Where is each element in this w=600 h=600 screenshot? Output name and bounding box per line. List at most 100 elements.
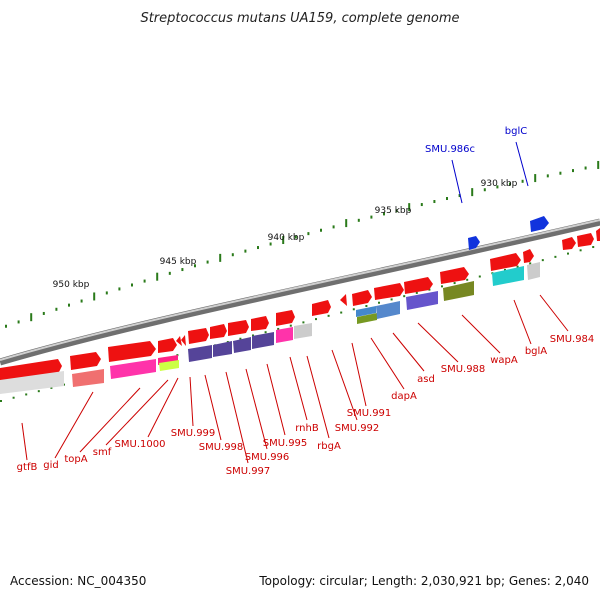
leader-line (266, 363, 286, 436)
gene-feature[interactable] (440, 267, 469, 284)
gene-label[interactable]: bglA (525, 346, 547, 357)
minor-tick (395, 209, 398, 213)
gene-feature[interactable] (0, 359, 62, 383)
gene-label[interactable]: SMU.995 (263, 438, 308, 449)
gene-feature[interactable] (252, 332, 274, 349)
gene-feature[interactable] (312, 300, 331, 316)
gene-feature[interactable] (233, 337, 251, 353)
minor-tick (143, 279, 146, 283)
gene-label[interactable]: SMU.998 (199, 442, 244, 453)
minor-tick (307, 232, 310, 236)
gene-feature[interactable] (406, 291, 438, 310)
gene-feature[interactable] (188, 345, 212, 362)
track-tick (264, 331, 267, 334)
leader-line (245, 368, 268, 450)
gene-feature[interactable] (159, 360, 179, 371)
track-tick (441, 285, 443, 288)
gene-label[interactable]: topA (64, 454, 87, 465)
gene-feature[interactable] (72, 369, 104, 387)
gene-label[interactable]: SMU.988 (441, 364, 486, 375)
gene-label[interactable]: wapA (490, 355, 518, 366)
track-tick (466, 278, 469, 281)
minor-tick (370, 215, 373, 219)
leader-line (392, 332, 425, 372)
gene-label[interactable]: SMU.991 (347, 408, 392, 419)
gene-label[interactable]: dapA (391, 391, 417, 402)
scale-label: 950 kbp (53, 280, 90, 290)
gene-feature[interactable] (492, 266, 524, 286)
minor-tick (194, 264, 196, 268)
minor-tick (433, 200, 436, 204)
gene-label[interactable]: SMU.999 (171, 428, 216, 439)
gene-feature[interactable] (0, 371, 64, 394)
gene-label[interactable]: bglC (505, 126, 527, 137)
minor-tick (294, 235, 297, 239)
gene-feature[interactable] (251, 316, 269, 331)
leader-line (225, 371, 249, 464)
gene-feature[interactable] (276, 310, 295, 326)
gene-feature[interactable] (176, 336, 182, 346)
gene-feature[interactable] (357, 313, 377, 324)
gene-feature[interactable] (374, 283, 404, 300)
leader-line (451, 159, 463, 204)
track-tick (415, 291, 418, 294)
gene-feature[interactable] (276, 327, 293, 343)
gene-feature[interactable] (340, 294, 347, 306)
minor-tick (458, 194, 461, 198)
track-tick (365, 304, 368, 307)
leader-line (370, 337, 405, 390)
gene-feature-bglc[interactable] (530, 216, 549, 232)
gene-label[interactable]: SMU.997 (226, 466, 271, 477)
gene-feature[interactable] (376, 301, 400, 319)
track-tick (315, 318, 317, 321)
gene-feature[interactable] (188, 328, 209, 344)
gene-feature[interactable] (490, 253, 521, 271)
track-tick (504, 268, 506, 271)
minor-tick (206, 260, 209, 264)
gene-feature[interactable] (352, 290, 372, 306)
gene-label[interactable]: SMU.996 (245, 452, 290, 463)
gene-feature-smu986c[interactable] (468, 236, 480, 250)
major-tick (156, 272, 159, 281)
gene-feature[interactable] (356, 306, 376, 317)
gene-label[interactable]: SMU.1000 (115, 439, 166, 450)
minor-tick (17, 320, 20, 324)
gene-feature[interactable] (210, 324, 227, 339)
gene-feature[interactable] (404, 277, 433, 294)
gene-feature[interactable] (158, 338, 177, 353)
gene-feature[interactable] (213, 341, 232, 357)
gene-feature[interactable] (596, 228, 600, 241)
gene-feature[interactable] (577, 233, 594, 247)
map-title: Streptococcus mutans UA159, complete gen… (140, 11, 459, 26)
gene-feature[interactable] (70, 352, 101, 370)
gene-label[interactable]: gid (43, 460, 58, 471)
track-tick (327, 314, 330, 317)
gene-feature[interactable] (562, 237, 576, 250)
gene-feature[interactable] (228, 320, 249, 336)
gene-feature[interactable] (110, 359, 156, 379)
minor-tick (68, 303, 70, 307)
gene-label[interactable]: SMU.984 (550, 334, 595, 345)
gene-feature[interactable] (443, 281, 474, 301)
leader-line (147, 377, 179, 438)
gene-feature[interactable] (181, 335, 186, 346)
gene-label[interactable]: rnhB (295, 423, 319, 434)
gene-label[interactable]: asd (417, 374, 435, 385)
gene-label[interactable]: gtfB (17, 462, 38, 473)
gene-label[interactable]: smf (93, 447, 112, 458)
minor-tick (420, 203, 423, 207)
scale-label: 930 kbp (481, 179, 518, 189)
gene-feature[interactable] (294, 323, 312, 339)
gene-feature[interactable] (523, 249, 534, 263)
gene-label[interactable]: SMU.986c (425, 144, 475, 155)
gene-label[interactable]: rbgA (317, 441, 341, 452)
major-tick (30, 313, 33, 322)
major-tick (345, 219, 348, 228)
gene-feature[interactable] (108, 341, 156, 362)
minor-tick (509, 182, 511, 186)
gene-label[interactable]: SMU.992 (335, 423, 380, 434)
track-tick (516, 265, 519, 268)
gene-feature[interactable] (527, 262, 540, 280)
forward-feature-track (0, 216, 600, 383)
minor-tick (559, 171, 562, 175)
